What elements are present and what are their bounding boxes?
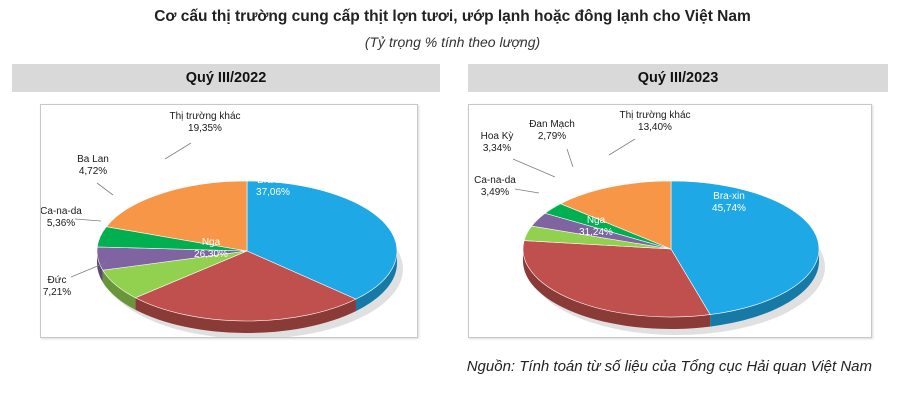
slice-label-dan-mach: Đan Mạch: [529, 119, 575, 130]
pie-side-nga: [523, 249, 711, 329]
chart-title: Cơ cấu thị trường cung cấp thịt lợn tươi…: [154, 8, 751, 25]
leader-line-dan-mach: [566, 148, 574, 168]
slice-label-ba-lan: Ba Lan: [77, 154, 109, 165]
slice-label-bra-xin: Bra-xin: [257, 175, 289, 186]
slice-value-thi-truong-khac: 13,40%: [638, 122, 672, 133]
slice-value-ba-lan: 4,72%: [79, 166, 107, 177]
slice-value-dan-mach: 2,79%: [538, 131, 566, 142]
pie-2023-panel: Bra-xin 45,74% Nga 31,24% Ca-na-da 3,49% Hoa K…: [468, 104, 872, 338]
leader-line-thi-truong-khac: [164, 142, 192, 160]
slice-value-hoa-ky: 3,34%: [483, 143, 511, 154]
pie-side-bra-xin: [355, 251, 397, 312]
slice-label-thi-truong-khac: Thị trường khác: [619, 110, 690, 121]
pie-side-nga: [135, 297, 356, 333]
slice-label-duc: Đức: [48, 275, 67, 286]
slice-value-ca-na-da: 5,36%: [47, 218, 75, 229]
slice-value-ca-na-da: 3,49%: [481, 187, 509, 198]
pie-side-ca-na-da: [97, 251, 103, 283]
leader-line-thi-truong-khac: [608, 138, 636, 156]
pie-slice-nga: [522, 240, 711, 318]
slice-label-bra-xin: Bra-xin: [713, 191, 745, 202]
leader-line-hoa-ky: [512, 158, 556, 178]
pie-side-duc: [102, 270, 136, 310]
pie-slice-bra-xin: [670, 180, 820, 315]
chart-subtitle: (Tỷ trọng % tính theo lượng): [364, 34, 541, 50]
pie-slice-thi-truong-khac: [105, 180, 248, 252]
slice-value-duc: 7,21%: [43, 287, 71, 298]
slice-value-bra-xin: 37,06%: [256, 187, 290, 198]
slice-value-nga: 31,24%: [579, 227, 613, 238]
slice-label-thi-truong-khac: Thị trường khác: [169, 111, 240, 122]
leader-line-ca-na-da: [74, 218, 102, 222]
pie-2023-title: Quý III/2023: [468, 64, 888, 92]
slice-label-nga: Nga: [202, 237, 221, 248]
pie-slice-nga: [134, 250, 357, 322]
leader-line-ca-na-da: [514, 188, 540, 194]
pie-2022-panel: Bra-xin 37,06% Nga 26,30% Đức 7,21% Ca-na-da 5,…: [40, 104, 418, 338]
pie-slice-thi-truong-khac: [559, 180, 672, 250]
slice-label-hoa-ky: Hoa Kỳ: [481, 131, 514, 142]
pie-2022-title: Quý III/2022: [12, 64, 440, 92]
slice-value-thi-truong-khac: 19,35%: [188, 123, 222, 134]
leader-line-ba-lan: [96, 182, 114, 196]
leader-line-duc: [70, 262, 106, 278]
pie-slice-bra-xin: [246, 180, 398, 300]
slice-label-ca-na-da: Ca-na-da: [41, 206, 82, 217]
source-note: Nguồn: Tính toán từ số liệu của Tổng cục…: [466, 358, 872, 375]
slice-value-nga: 26,30%: [194, 249, 228, 260]
pie-side-bra-xin: [710, 249, 819, 327]
slice-label-nga: Nga: [587, 215, 606, 226]
slice-value-bra-xin: 45,74%: [712, 203, 746, 214]
slice-label-ca-na-da: Ca-na-da: [474, 175, 516, 186]
